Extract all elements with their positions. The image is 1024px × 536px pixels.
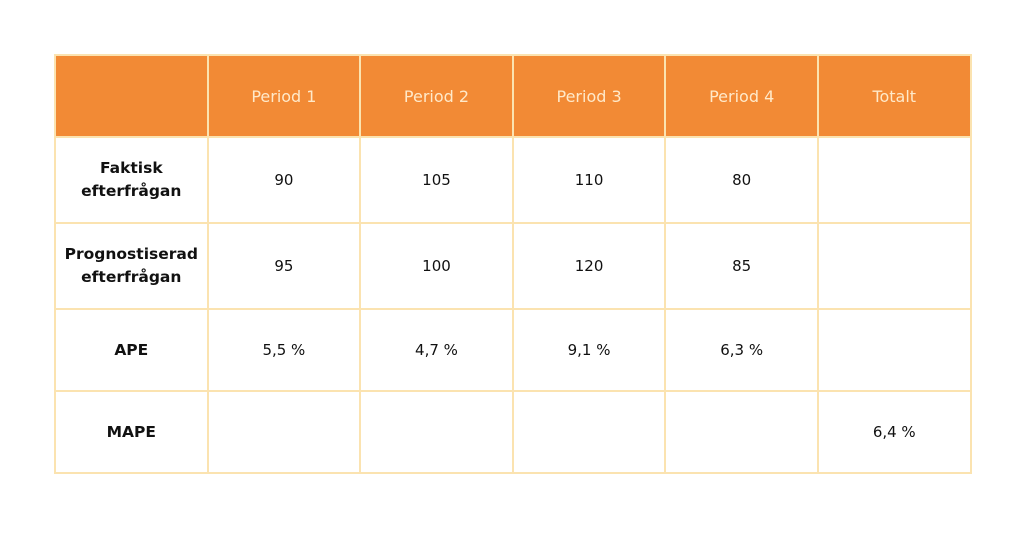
row-label: Faktisk efterfrågan [54, 136, 209, 224]
header-cell-empty [54, 54, 209, 138]
table-cell [664, 390, 819, 474]
table-row: Prognostiserad efterfrågan 95 100 120 85 [54, 222, 972, 310]
table-row: Faktisk efterfrågan 90 105 110 80 [54, 136, 972, 224]
table-cell [816, 222, 972, 310]
table-cell [816, 308, 972, 392]
header-row: Period 1 Period 2 Period 3 Period 4 Tota… [54, 54, 972, 138]
table-row: MAPE 6,4 % [54, 390, 972, 474]
data-table-container: Period 1 Period 2 Period 3 Period 4 Tota… [54, 54, 972, 474]
row-label: MAPE [54, 390, 209, 474]
header-cell-period-2: Period 2 [359, 54, 514, 138]
table-header: Period 1 Period 2 Period 3 Period 4 Tota… [54, 54, 972, 138]
table-cell [511, 390, 667, 474]
table-cell [206, 390, 362, 474]
table-cell: 90 [206, 136, 362, 224]
table-cell: 9,1 % [511, 308, 667, 392]
table-cell: 95 [206, 222, 362, 310]
table-cell: 100 [359, 222, 514, 310]
table-cell: 85 [664, 222, 819, 310]
table-body: Faktisk efterfrågan 90 105 110 80 Progno… [54, 136, 972, 474]
table-cell: 4,7 % [359, 308, 514, 392]
header-cell-totalt: Totalt [816, 54, 972, 138]
table-cell: 105 [359, 136, 514, 224]
table-row: APE 5,5 % 4,7 % 9,1 % 6,3 % [54, 308, 972, 392]
mape-table: Period 1 Period 2 Period 3 Period 4 Tota… [54, 54, 972, 474]
row-label: Prognostiserad efterfrågan [54, 222, 209, 310]
table-cell: 110 [511, 136, 667, 224]
table-cell: 80 [664, 136, 819, 224]
header-cell-period-3: Period 3 [511, 54, 667, 138]
header-cell-period-1: Period 1 [206, 54, 362, 138]
table-cell: 6,3 % [664, 308, 819, 392]
table-cell: 6,4 % [816, 390, 972, 474]
table-cell [359, 390, 514, 474]
table-cell: 120 [511, 222, 667, 310]
table-cell: 5,5 % [206, 308, 362, 392]
table-cell [816, 136, 972, 224]
row-label: APE [54, 308, 209, 392]
header-cell-period-4: Period 4 [664, 54, 819, 138]
